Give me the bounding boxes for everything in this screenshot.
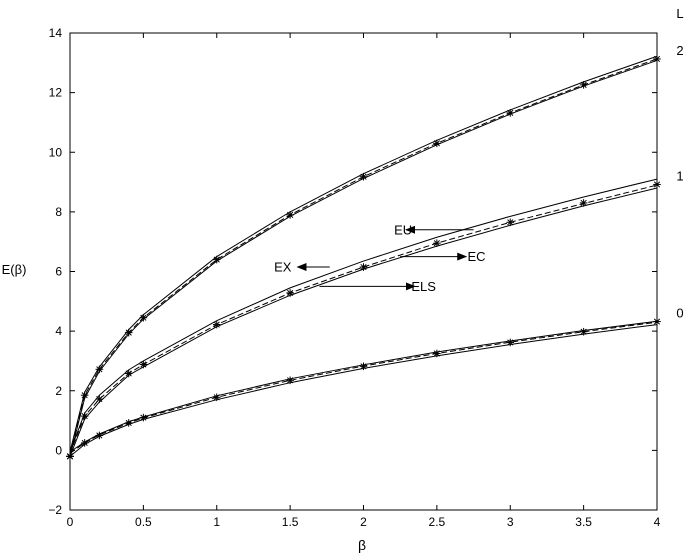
series-line-0-solid [69, 324, 658, 457]
series-line-2-solid [69, 55, 658, 452]
series-line-1-solid [69, 187, 658, 457]
data-point-1 [95, 395, 104, 403]
data-point-1 [506, 218, 515, 227]
annotation-label: EX [274, 260, 292, 275]
series-markers [66, 55, 661, 461]
data-point-2 [80, 391, 89, 400]
data-point-2 [139, 313, 148, 322]
data-point-0 [579, 327, 588, 336]
data-point-1 [653, 180, 661, 189]
y-tick-label: 12 [49, 86, 63, 100]
annotation-label: EU [394, 222, 412, 237]
right-header: L [676, 6, 683, 21]
data-point-1 [212, 320, 221, 329]
y-tick-label: 10 [49, 145, 63, 159]
x-tick-label: 2.5 [429, 515, 446, 529]
data-point-2 [95, 365, 104, 374]
x-tick-label: 4 [654, 515, 661, 529]
x-tick-label: 0.5 [135, 515, 152, 529]
series-label: 0 [676, 306, 683, 321]
series-line-2-dashed [69, 58, 658, 454]
x-tick-label: 2 [360, 515, 367, 529]
y-tick-label: 0 [55, 443, 62, 457]
data-point-0 [80, 439, 89, 447]
data-point-1 [80, 412, 89, 420]
data-point-0 [653, 317, 661, 326]
y-tick-label: −2 [48, 503, 62, 517]
axes: 0 0.5 1 1.5 2 2.5 3 3.5 4 −2 0 2 4 6 8 10 12 14 [48, 26, 660, 529]
y-tick-label: 6 [55, 265, 62, 279]
data-point-2 [286, 211, 294, 219]
x-tick-label: 3.5 [575, 515, 592, 529]
data-point-1 [286, 289, 294, 297]
x-tick-label: 1 [213, 515, 220, 529]
data-point-0 [124, 419, 133, 427]
annotations: EU EX EC ELS [274, 222, 485, 294]
data-point-2 [66, 452, 74, 461]
data-point-0 [212, 393, 221, 402]
data-point-0 [286, 376, 294, 385]
series-line-2-solid [69, 59, 658, 457]
y-tick-label: 8 [55, 205, 62, 219]
series-line-0-solid [69, 320, 658, 453]
data-point-2 [212, 255, 221, 264]
series-label: 2 [676, 43, 683, 58]
data-point-1 [124, 369, 133, 378]
y-tick-label: 4 [55, 324, 62, 338]
x-tick-label: 3 [507, 515, 514, 529]
data-point-2 [653, 55, 661, 63]
data-point-1 [579, 199, 588, 207]
data-point-1 [139, 360, 148, 369]
data-point-1 [433, 239, 441, 247]
y-tick-label: 14 [49, 26, 63, 40]
data-point-2 [124, 328, 133, 337]
annotation-label: EC [467, 249, 485, 264]
data-point-0 [359, 362, 368, 371]
series-line-1-solid [69, 178, 658, 453]
x-tick-label: 0 [67, 515, 74, 529]
data-point-0 [95, 431, 104, 440]
x-axis-label: β [358, 537, 366, 553]
data-point-2 [506, 109, 515, 117]
y-axis-label: E(β) [2, 262, 27, 277]
x-tick-label: 1.5 [282, 515, 299, 529]
series-label: 1 [676, 168, 683, 183]
annotation-label: ELS [411, 279, 436, 294]
data-point-2 [359, 172, 368, 181]
data-point-2 [433, 139, 441, 148]
data-point-2 [579, 81, 588, 89]
data-point-0 [433, 349, 441, 358]
plot-frame [69, 32, 658, 511]
data-point-1 [359, 263, 368, 271]
data-point-0 [139, 413, 148, 422]
series-curves: 0 1 2 [69, 43, 684, 457]
series-line-0-dashed [69, 321, 658, 454]
y-tick-label: 2 [55, 384, 62, 398]
data-point-0 [506, 338, 515, 347]
